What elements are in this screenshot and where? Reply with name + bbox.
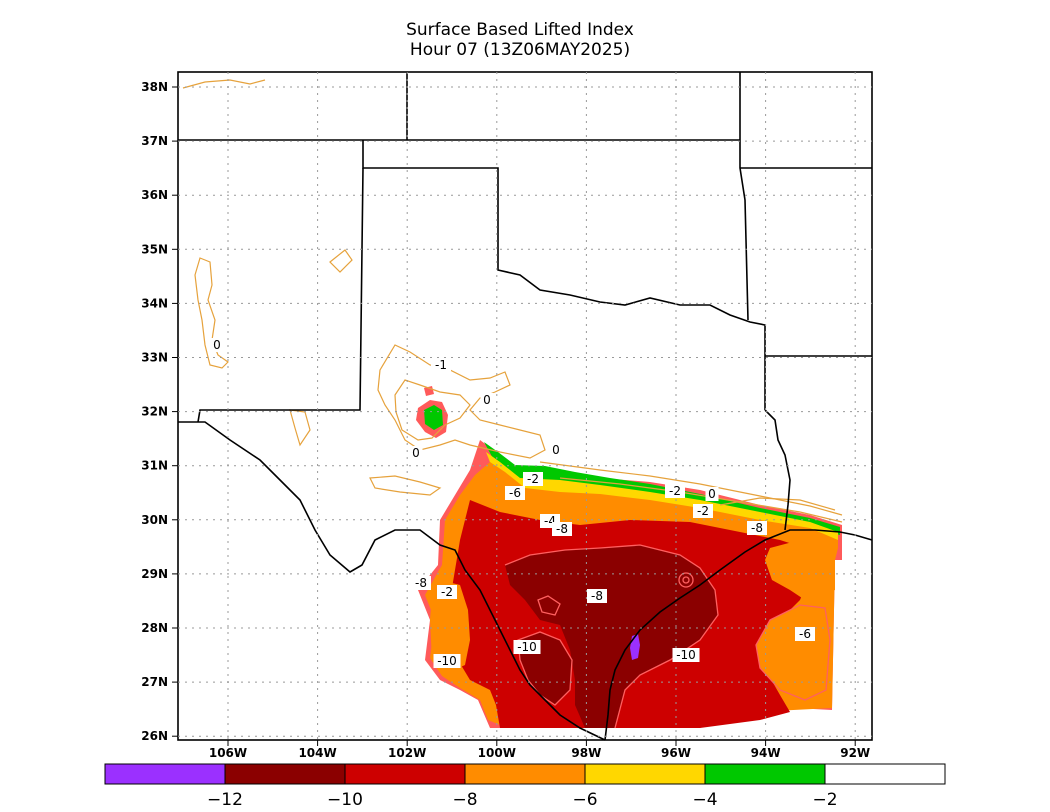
lat-label: 37N xyxy=(141,134,168,148)
contour-label: -8 xyxy=(556,522,568,536)
contour-label: -6 xyxy=(509,486,521,500)
contour-label: 0 xyxy=(708,487,716,501)
contour-label: -2 xyxy=(669,484,681,498)
colorbar-label: −6 xyxy=(572,790,597,810)
contour-label-bg xyxy=(552,522,572,536)
lat-label: 35N xyxy=(141,242,168,256)
lon-label: 106W xyxy=(209,746,247,760)
lat-label: 31N xyxy=(141,459,168,473)
contour-label: -2 xyxy=(527,472,539,486)
lon-label: 92W xyxy=(840,746,870,760)
lat-label: 27N xyxy=(141,675,168,689)
colorbar-label: −8 xyxy=(452,790,477,810)
lat-label: 30N xyxy=(141,513,168,527)
lat-label: 28N xyxy=(141,621,168,635)
contour-label: 0 xyxy=(483,393,491,407)
map-title: Surface Based Lifted Index xyxy=(406,20,634,40)
colorbar-label: −12 xyxy=(207,790,243,810)
lat-label: 29N xyxy=(141,567,168,581)
graticule xyxy=(172,72,872,746)
contour-label-bg xyxy=(795,627,815,641)
contour-label: -10 xyxy=(676,648,696,662)
contour-label: -10 xyxy=(517,640,537,654)
lon-label: 94W xyxy=(751,746,781,760)
map-frame xyxy=(177,71,873,741)
colorbar-label: −10 xyxy=(327,790,363,810)
contour-label: -2 xyxy=(697,504,709,518)
contour-label-bg xyxy=(693,504,713,518)
contour-label-bg xyxy=(210,338,224,352)
lon-label: 96W xyxy=(661,746,691,760)
longitude-labels: 106W 104W 102W 100W 98W 96W 94W 92W xyxy=(209,746,870,760)
contour-label: -8 xyxy=(591,589,603,603)
lat-label: 32N xyxy=(141,405,168,419)
contour-label: -1 xyxy=(435,358,447,372)
contour-label-bg xyxy=(437,585,457,599)
lat-label: 38N xyxy=(141,80,168,94)
contour-label-bg xyxy=(513,640,541,654)
contour-label-bg xyxy=(587,589,607,603)
contour-label-bg xyxy=(549,443,563,457)
contour-label-bg xyxy=(523,472,543,486)
new-mexico-texas-border xyxy=(197,167,364,423)
latitude-labels: 38N 37N 36N 35N 34N 33N 32N 31N 30N 29N 28N 27N 26N xyxy=(141,80,168,743)
colorbar-swatch xyxy=(584,763,706,785)
contour-label: -8 xyxy=(751,521,763,535)
contour-label: -6 xyxy=(799,627,811,641)
colorbar-swatch xyxy=(704,763,826,785)
contour-label-bg xyxy=(672,648,700,662)
colorbar-swatch xyxy=(464,763,586,785)
oklahoma-arkansas-border xyxy=(739,72,749,321)
contour-label-bg xyxy=(433,654,461,668)
contour-label-bg xyxy=(480,393,494,407)
contour-label-bg xyxy=(431,358,451,372)
field-moderate-west-blob xyxy=(430,580,470,672)
field-moderate-east-blob xyxy=(765,540,835,610)
contour-label: -2 xyxy=(441,585,453,599)
colorbar-swatch xyxy=(344,763,466,785)
lon-label: 104W xyxy=(298,746,336,760)
texas-panhandle-border xyxy=(362,140,766,410)
lat-label: 26N xyxy=(141,729,168,743)
gulf-coastline xyxy=(604,529,873,741)
contour-label: 0 xyxy=(412,446,420,460)
contour-lines xyxy=(182,79,843,523)
lat-label: 36N xyxy=(141,188,168,202)
contour-label: 0 xyxy=(552,443,560,457)
contour-label-bg xyxy=(505,486,525,500)
map-subtitle: Hour 07 (13Z06MAY2025) xyxy=(409,40,631,60)
contour-label-bg xyxy=(705,487,719,501)
contour-label: 0 xyxy=(213,338,221,352)
contour-label-bg xyxy=(411,576,431,590)
contour-label-bg xyxy=(665,484,685,498)
texas-louisiana-border xyxy=(764,409,791,531)
contour-label: -4 xyxy=(544,514,556,528)
lat-label: 33N xyxy=(141,351,168,365)
contour-label: -8 xyxy=(415,576,427,590)
lifted-index-field xyxy=(416,386,842,728)
colorbar-label: −4 xyxy=(692,790,717,810)
colorbar-swatch xyxy=(224,763,346,785)
lon-label: 98W xyxy=(571,746,601,760)
lon-label: 100W xyxy=(478,746,516,760)
field-very-unstable-region xyxy=(505,545,718,728)
colorbar-swatch xyxy=(104,763,226,785)
contour-label-bg xyxy=(409,446,423,460)
colorbar-swatch xyxy=(824,763,946,785)
contour-label-bg xyxy=(747,521,767,535)
lon-label: 102W xyxy=(388,746,426,760)
colorbar: −12 −10 −8 −6 −4 −2 xyxy=(104,763,946,810)
colorbar-label: −2 xyxy=(812,790,837,810)
lat-label: 34N xyxy=(141,296,168,310)
contour-label: -10 xyxy=(437,654,457,668)
